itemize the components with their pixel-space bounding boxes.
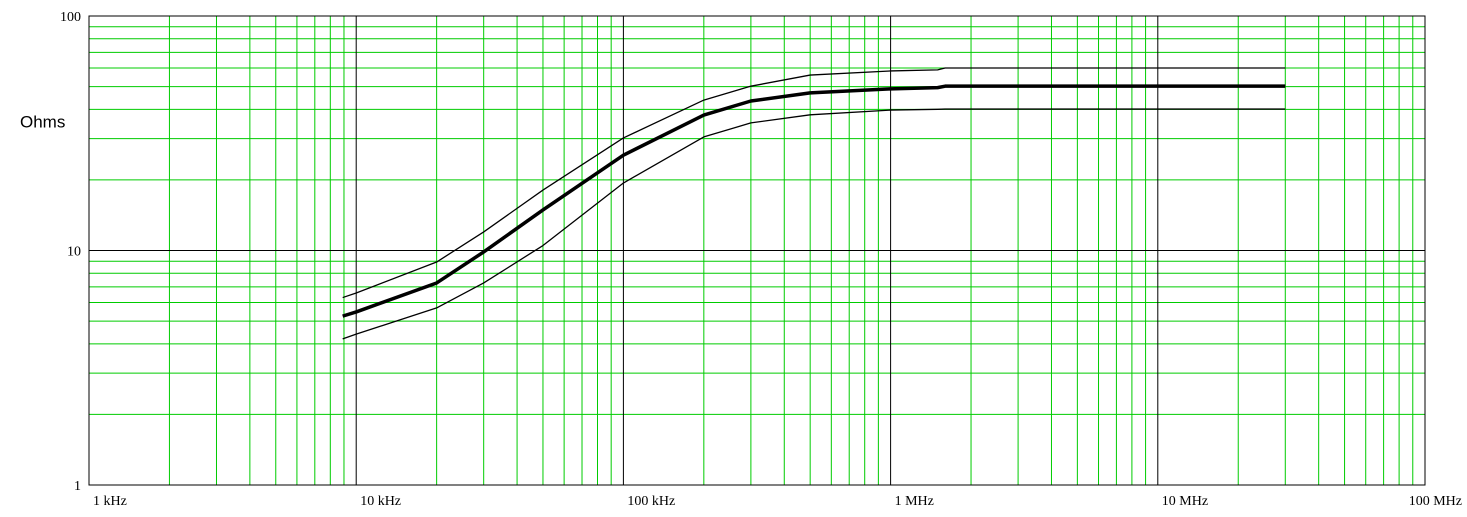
x-tick-label: 100 kHz — [627, 494, 675, 509]
y-tick-label: 10 — [67, 245, 81, 260]
series-line — [342, 67, 1286, 299]
plot-frame — [88, 15, 1426, 486]
x-tick-label: 1 MHz — [895, 494, 934, 509]
y-tick-label: 100 — [60, 10, 81, 25]
series-line — [342, 84, 1286, 318]
x-tick-label: 1 kHz — [93, 494, 127, 509]
y-tick-label: 1 — [74, 479, 81, 494]
x-tick-label: 10 kHz — [360, 494, 401, 509]
x-tick-label: 10 MHz — [1162, 494, 1208, 509]
y-axis-label: Ohms — [20, 112, 65, 131]
x-tick-label: 100 MHz — [1409, 494, 1462, 509]
series-line — [342, 108, 1286, 340]
